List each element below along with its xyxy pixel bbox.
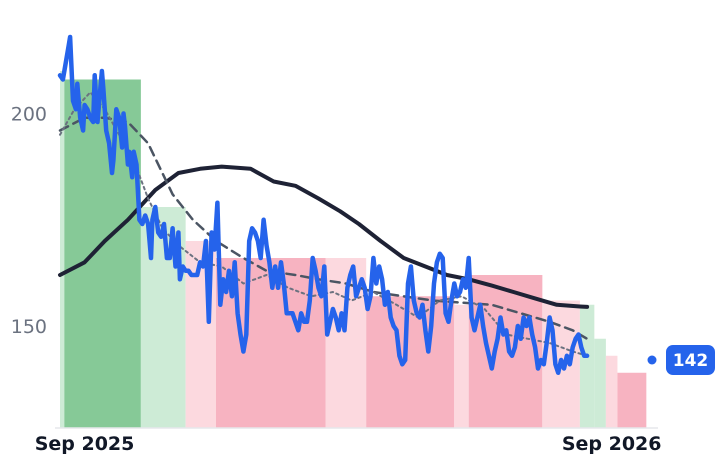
regime-band-8	[468, 275, 543, 428]
long-ma-line	[58, 164, 590, 309]
regime-band-7	[454, 304, 469, 428]
last-value-label: 142	[673, 351, 709, 371]
mid-ma-line	[58, 116, 589, 341]
y-axis: 150 200	[11, 104, 47, 339]
y-tick-label: 200	[11, 104, 47, 126]
series-lines	[57, 34, 590, 376]
regime-band-11	[594, 338, 606, 428]
regime-band-12	[605, 355, 618, 428]
x-tick-label: Sep 2025	[35, 433, 135, 455]
price-line	[57, 34, 590, 376]
regime-band-10	[579, 304, 595, 428]
x-tick-label: Sep 2026	[562, 433, 662, 455]
regime-band-1	[64, 79, 141, 428]
regime-band-0	[60, 71, 65, 428]
x-axis: Sep 2025 Sep 2026	[35, 433, 662, 455]
regime-band-6	[366, 296, 455, 428]
last-value-marker: 142	[647, 345, 715, 375]
last-value-badge	[666, 345, 715, 375]
last-value-dot	[647, 355, 657, 365]
regime-band-13	[617, 372, 647, 428]
y-tick-label: 150	[11, 316, 47, 338]
